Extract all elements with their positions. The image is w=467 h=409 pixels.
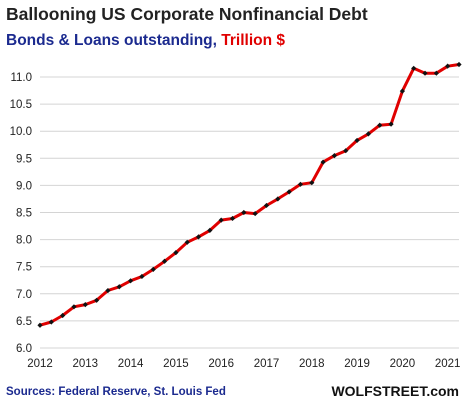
data-point xyxy=(60,312,66,319)
y-tick-label: 9.5 xyxy=(16,153,32,165)
data-point xyxy=(241,209,247,216)
y-tick-label: 6.5 xyxy=(16,316,32,328)
data-point xyxy=(116,284,122,290)
data-point xyxy=(48,319,54,325)
data-point xyxy=(82,302,88,308)
data-point xyxy=(456,61,462,68)
data-point xyxy=(422,70,428,76)
x-tick-label: 2014 xyxy=(118,358,144,370)
x-tick-label: 2018 xyxy=(299,358,325,370)
x-tick-label: 2020 xyxy=(390,358,416,370)
data-point xyxy=(320,159,326,165)
y-tick-label: 10.0 xyxy=(10,126,32,138)
source-note: Sources: Federal Reserve, St. Louis Fed xyxy=(6,386,226,398)
x-tick-label: 2015 xyxy=(163,358,189,370)
y-tick-label: 8.0 xyxy=(16,235,32,247)
x-tick-label: 2021 xyxy=(435,358,461,370)
data-point xyxy=(150,266,156,273)
data-point xyxy=(297,181,304,187)
data-point xyxy=(445,63,451,69)
x-tick-label: 2017 xyxy=(254,358,280,370)
y-tick-label: 10.5 xyxy=(10,99,32,111)
x-tick-label: 2013 xyxy=(73,358,99,370)
y-tick-label: 11.0 xyxy=(10,72,32,84)
data-point xyxy=(263,202,270,209)
data-point xyxy=(433,70,439,76)
data-point xyxy=(195,234,202,240)
data-point xyxy=(127,278,134,284)
data-point xyxy=(399,88,405,94)
series-markers xyxy=(37,61,462,328)
grid-lines xyxy=(40,76,459,349)
y-axis-ticks: 6.0 6.5 7.0 7.5 8.0 8.5 9.0 9.5 10.0 10.5 11.0 xyxy=(10,72,32,355)
data-point xyxy=(94,297,100,303)
y-tick-label: 8.5 xyxy=(16,208,32,220)
data-point xyxy=(377,122,383,128)
data-point xyxy=(37,322,43,328)
y-tick-label: 7.0 xyxy=(16,289,32,301)
data-point xyxy=(365,131,372,137)
data-point xyxy=(218,217,224,223)
data-point xyxy=(354,137,360,144)
y-tick-label: 6.0 xyxy=(16,343,32,355)
y-tick-label: 9.0 xyxy=(16,180,32,192)
data-point xyxy=(309,180,315,186)
data-point xyxy=(229,215,236,222)
data-point xyxy=(184,239,190,245)
x-axis-ticks: 2012 2013 2014 2015 2016 2017 2018 2019 2020 2021 xyxy=(27,358,460,370)
data-point xyxy=(71,304,77,310)
data-point xyxy=(331,152,338,159)
data-point xyxy=(411,65,417,71)
data-point xyxy=(173,250,179,256)
x-tick-label: 2019 xyxy=(344,358,370,370)
brand-logo-text: WOLFSTREET.com xyxy=(331,383,459,399)
data-point xyxy=(139,273,145,280)
x-tick-label: 2016 xyxy=(208,358,234,370)
data-point xyxy=(207,227,213,233)
data-point xyxy=(388,121,394,127)
data-point xyxy=(105,287,111,294)
chart-subtitle: Bonds & Loans outstanding, Trillion $ xyxy=(6,32,285,50)
data-point xyxy=(161,258,168,264)
x-tick-label: 2012 xyxy=(27,358,53,370)
data-point xyxy=(252,210,258,217)
data-point xyxy=(343,148,349,154)
data-point xyxy=(286,189,292,195)
chart-title: Ballooning US Corporate Nonfinancial Deb… xyxy=(6,4,368,24)
subtitle-unit: Trillion $ xyxy=(221,32,286,49)
subtitle-main: Bonds & Loans outstanding, xyxy=(6,32,222,49)
data-point xyxy=(275,196,281,202)
y-tick-label: 7.5 xyxy=(16,262,32,274)
